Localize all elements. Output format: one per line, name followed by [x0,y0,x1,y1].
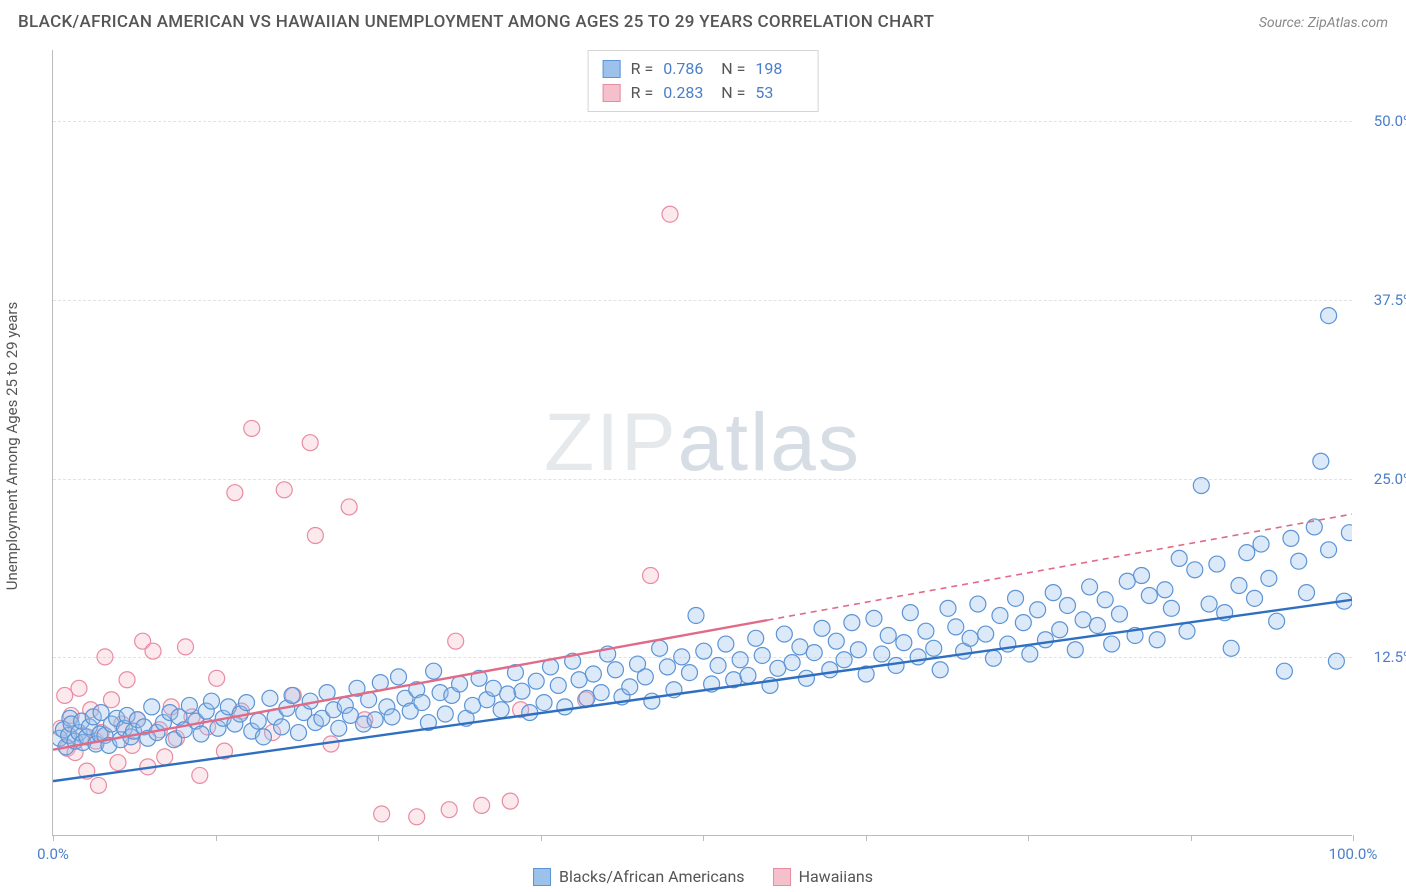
x-tick [1028,835,1029,841]
x-tick [541,835,542,841]
y-tick-label: 50.0% [1358,112,1406,130]
legend-item-blue: Blacks/African Americans [533,867,745,886]
r-value-pink: 0.283 [663,81,711,105]
legend-swatch-pink [773,868,791,886]
x-tick [378,835,379,841]
correlation-stats-box: R = 0.786 N = 198 R = 0.283 N = 53 [588,50,819,112]
r-value-blue: 0.786 [663,57,711,81]
n-value-pink: 53 [755,81,803,105]
legend-label-pink: Hawaiians [799,867,873,886]
n-label-blue: N = [721,57,745,81]
chart-title: BLACK/AFRICAN AMERICAN VS HAWAIIAN UNEMP… [18,12,934,32]
n-value-blue: 198 [755,57,803,81]
swatch-pink [603,84,621,102]
r-label-pink: R = [631,81,654,105]
trend-line-solid [53,600,1352,781]
plot-area: ZIPatlas 12.5%25.0%37.5%50.0%0.0%100.0% [52,50,1352,836]
legend-item-pink: Hawaiians [773,867,873,886]
trend-line-dashed [767,514,1352,620]
legend-swatch-blue [533,868,551,886]
x-tick-label: 100.0% [1329,845,1378,863]
x-tick [53,835,54,841]
y-tick-label: 37.5% [1358,291,1406,309]
x-tick [866,835,867,841]
r-label-blue: R = [631,57,654,81]
n-label-pink: N = [721,81,745,105]
x-tick [1353,835,1354,841]
source-label: Source: ZipAtlas.com [1259,15,1388,31]
legend-label-blue: Blacks/African Americans [559,867,745,886]
bottom-legend: Blacks/African Americans Hawaiians [533,867,873,886]
y-tick-label: 25.0% [1358,470,1406,488]
stats-row-pink: R = 0.283 N = 53 [603,81,804,105]
x-tick [1191,835,1192,841]
swatch-blue [603,60,621,78]
y-axis-title: Unemployment Among Ages 25 to 29 years [3,302,21,590]
trend-lines-layer [53,50,1352,835]
stats-row-blue: R = 0.786 N = 198 [603,57,804,81]
y-tick-label: 12.5% [1358,648,1406,666]
x-tick-label: 0.0% [37,845,69,863]
x-tick [216,835,217,841]
x-tick [703,835,704,841]
